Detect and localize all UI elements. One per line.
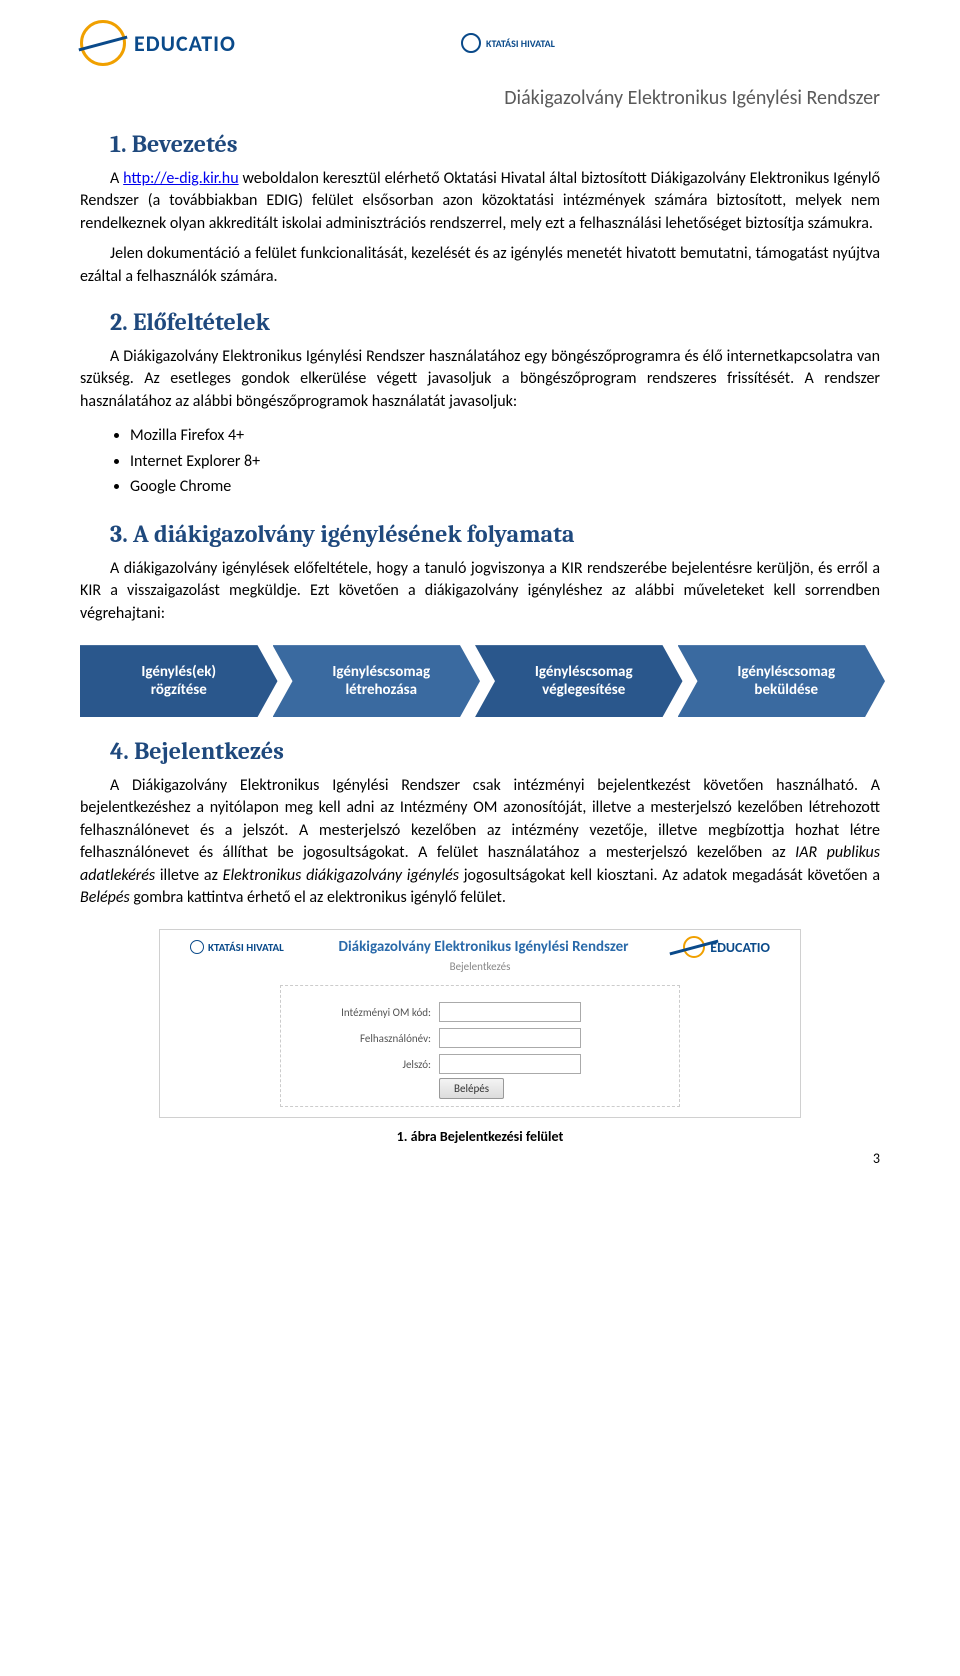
figure-caption: 1. ábra Bejelentkezési felület (80, 1128, 880, 1145)
browser-list: Mozilla Firefox 4+ Internet Explorer 8+ … (130, 423, 880, 500)
section-3-heading: 3. A diákigazolvány igénylésének folyama… (110, 520, 880, 548)
educatio-logo: EDUCATIO (80, 20, 236, 66)
section-4-heading: 4. Bejelentkezés (110, 737, 880, 765)
logo-icon (683, 936, 705, 958)
username-label: Felhasználónév: (291, 1032, 439, 1045)
edig-link[interactable]: http://e-dig.kir.hu (123, 169, 238, 188)
list-item: Google Chrome (130, 474, 880, 500)
flow-step-4: Igényléscsomag beküldése (678, 645, 886, 717)
flow-step-3: Igényléscsomag véglegesítése (475, 645, 683, 717)
logo-icon (80, 20, 126, 66)
login-form: Intézményi OM kód: Felhasználónév: Jelsz… (280, 985, 680, 1107)
section-3-para-1: A diákigazolvány igénylések előfeltétele… (80, 558, 880, 625)
document-header: EDUCATIO KTATÁSI HIVATAL (80, 0, 880, 76)
section-4-para-1: A Diákigazolvány Elektronikus Igénylési … (80, 775, 880, 909)
om-code-label: Intézményi OM kód: (291, 1006, 439, 1019)
section-1-heading: 1. Bevezetés (110, 130, 880, 158)
figure-educatio-logo: EDUCATIO (683, 936, 770, 958)
om-code-input[interactable] (439, 1002, 581, 1022)
list-item: Internet Explorer 8+ (130, 449, 880, 475)
logo-text: EDUCATIO (134, 30, 236, 57)
small-logo-icon (190, 940, 204, 954)
figure-brand-logo: KTATÁSI HIVATAL (190, 940, 284, 954)
flow-step-2: Igényléscsomag létrehozása (273, 645, 481, 717)
section-2-para-1: A Diákigazolvány Elektronikus Igénylési … (80, 346, 880, 413)
small-logo-text: KTATÁSI HIVATAL (486, 37, 555, 50)
document-title: Diákigazolvány Elektronikus Igénylési Re… (80, 86, 880, 110)
process-flow: Igénylés(ek) rögzítése Igényléscsomag lé… (80, 645, 880, 717)
oktatasi-hivatal-logo: KTATÁSI HIVATAL (461, 33, 555, 53)
password-label: Jelszó: (291, 1058, 439, 1071)
login-button[interactable]: Belépés (439, 1078, 504, 1099)
section-2-heading: 2. Előfeltételek (110, 308, 880, 336)
small-logo-icon (461, 33, 481, 53)
username-input[interactable] (439, 1028, 581, 1048)
password-input[interactable] (439, 1054, 581, 1074)
page-number: 3 (80, 1150, 880, 1167)
flow-step-1: Igénylés(ek) rögzítése (80, 645, 278, 717)
figure-subtitle: Bejelentkezés (160, 960, 800, 973)
section-1-para-1: A http://e-dig.kir.hu weboldalon kereszt… (80, 168, 880, 235)
list-item: Mozilla Firefox 4+ (130, 423, 880, 449)
section-1-para-2: Jelen dokumentáció a felület funkcionali… (80, 243, 880, 288)
login-screenshot: KTATÁSI HIVATAL Diákigazolvány Elektroni… (159, 929, 801, 1118)
figure-title: Diákigazolvány Elektronikus Igénylési Re… (284, 938, 684, 956)
